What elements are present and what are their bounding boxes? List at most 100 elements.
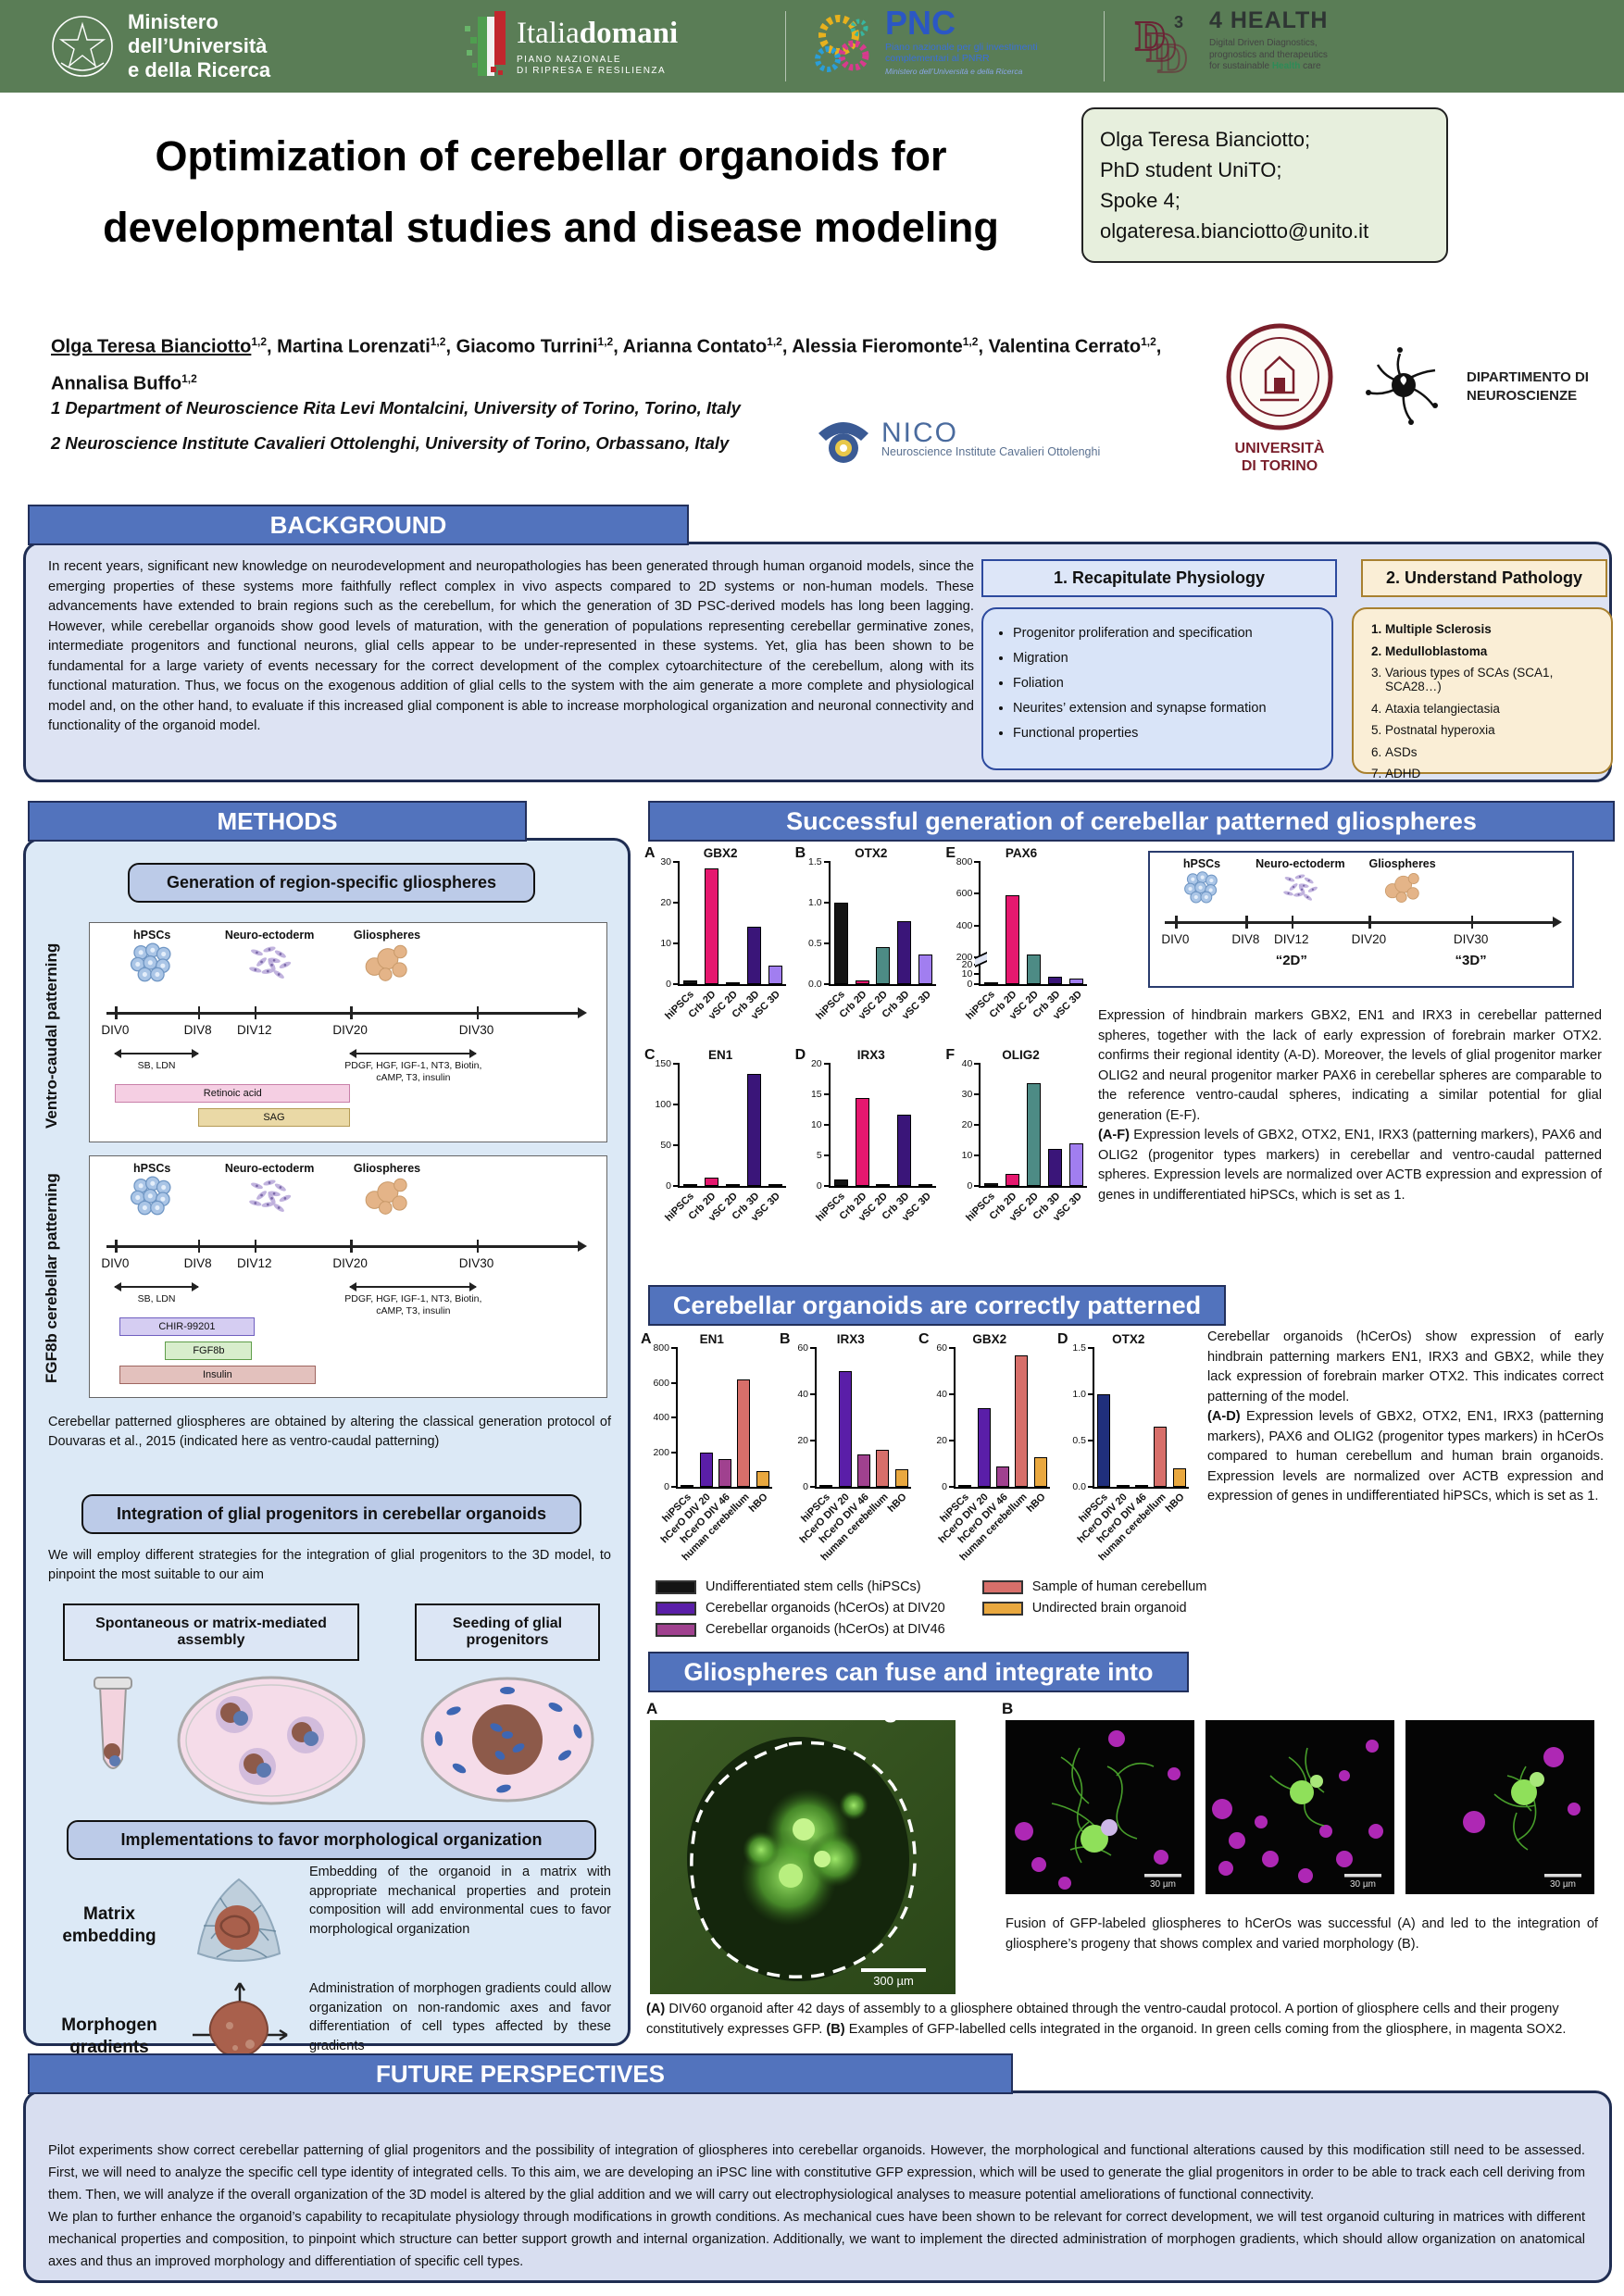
- bar-human cerebellum: [737, 1379, 751, 1487]
- y-tick-label: 800: [956, 856, 973, 867]
- range-arrow: [349, 1282, 478, 1292]
- methods-sub3: Implementations to favor morphological o…: [67, 1820, 596, 1860]
- neuroectoderm-icon: [249, 1179, 292, 1212]
- physiology-item: Progenitor proliferation and specificati…: [1013, 626, 1317, 641]
- chart-title: EN1: [699, 1332, 724, 1346]
- matrix-embedding-text: Embedding of the organoid in a matrix wi…: [309, 1865, 611, 1937]
- chart-legend: Undifferentiated stem cells (hiPSCs) Cere…: [656, 1579, 1206, 1637]
- chart-title: GBX2: [703, 846, 738, 860]
- contact-line: Spoke 4;: [1100, 189, 1181, 212]
- y-tick-label: 0: [803, 1481, 808, 1492]
- bar-Crb 2D: [855, 1097, 869, 1186]
- panel-letter: D: [794, 1047, 806, 1063]
- x-label: human cerebellum: [1096, 1491, 1168, 1564]
- stage-hpsc: hPSCs: [101, 1162, 203, 1220]
- gfp-cell-image-2: 30 µm: [1206, 1720, 1394, 1894]
- chart-title: OTX2: [855, 846, 888, 860]
- authors-line: Olga Teresa Bianciotto1,2, Martina Loren…: [51, 335, 1162, 394]
- pathology-item: Multiple Sclerosis: [1385, 622, 1598, 636]
- y-tick-label: 40: [961, 1058, 973, 1069]
- y-tick-label: 200: [956, 951, 973, 963]
- x-label: vSC 3D: [749, 989, 783, 1022]
- gfp-cell-image-1: 30 µm: [1006, 1720, 1194, 1894]
- bar-hCerO DIV 20: [838, 1371, 852, 1487]
- ministero-text: Ministero dell’Università e della Ricerc…: [128, 10, 271, 81]
- scale-bar-b2-label: 30 µm: [1350, 1879, 1376, 1890]
- dept-neuroscience-logo: DIPARTIMENTO DI NEUROSCIENZE: [1354, 335, 1589, 439]
- y-tick-label: 50: [660, 1140, 671, 1152]
- mini-timeline: hPSCs Neuro-ectoderm Gliospheres DIV0 DIV8 DI…: [1148, 851, 1574, 988]
- bar-hCerO DIV 20: [977, 1408, 991, 1487]
- morphogen-gradients-text: Administration of morphogen gradients co…: [309, 1981, 611, 2053]
- contact-line: PhD student UniTO;: [1100, 158, 1282, 181]
- bar-Crb 2D: [1006, 895, 1020, 984]
- x-label: human cerebellum: [957, 1491, 1030, 1564]
- x-label: vSC 3D: [900, 989, 934, 1022]
- timeline-axis: [1165, 917, 1562, 927]
- bar-chart-OTX2: B OTX2 0.0 0.5 1.0 1.5 hiPSCs Crb 2D vSC 2D Crb 3…: [795, 845, 937, 1038]
- results3-body: A 300 µm B: [639, 1689, 1616, 2050]
- matrix-embedding-label: Matrix embedding: [62, 1904, 156, 1946]
- x-label: vSC 3D: [1051, 989, 1084, 1022]
- scale-bar-b3-label: 30 µm: [1550, 1879, 1576, 1890]
- panel-letter: C: [644, 1047, 656, 1063]
- x-label: human cerebellum: [680, 1491, 752, 1564]
- bar-Crb 2D: [1006, 1173, 1020, 1186]
- pathology-item: ADHD: [1385, 767, 1598, 780]
- nico-text: NICO Neuroscience Institute Cavalieri Ot…: [881, 418, 1101, 458]
- bar-vSC 3D: [918, 955, 933, 984]
- chart-title: IRX3: [856, 1048, 885, 1062]
- morphogen-gradients-icon: [193, 1982, 288, 2083]
- y-tick-label: 100: [655, 1099, 671, 1110]
- panel-letter: D: [1057, 1331, 1068, 1347]
- hpsc-icon: [1184, 871, 1218, 904]
- d34health-subtitle: Digital Driven Diagnostics, prognostics a…: [1209, 38, 1328, 71]
- svg-text:3: 3: [1174, 13, 1183, 31]
- y-tick-label: 0: [666, 979, 671, 990]
- methods-sub2: Integration of glial progenitors in cere…: [81, 1494, 581, 1534]
- stage-neuro: Neuro-ectoderm: [1249, 857, 1351, 908]
- range-label: SB, LDN: [137, 1060, 176, 1071]
- bar-hCerO DIV 46: [1134, 1485, 1148, 1487]
- panel-letter: E: [945, 845, 956, 861]
- div-label: DIV20: [1351, 932, 1387, 946]
- y-tick-label: 150: [655, 1058, 671, 1069]
- svg-text:D: D: [1157, 34, 1188, 81]
- bar-vSC 3D: [1068, 978, 1083, 984]
- bar-Crb 2D: [704, 1178, 718, 1186]
- y-tick-label: 0: [816, 1180, 822, 1192]
- bar-human cerebellum: [1154, 1427, 1168, 1487]
- assembly-illustration: [94, 1676, 366, 1805]
- bar-hiPSCs: [819, 1484, 833, 1487]
- methods-sub1: Generation of region-specific gliosphere…: [128, 863, 535, 903]
- bar-vSC 3D: [768, 966, 782, 984]
- results1-body: A GBX2 0 10 20 30 hiPSCs Crb 2D vSC 2D Crb 3D vSC …: [639, 838, 1616, 1280]
- results3-caption: (A) DIV60 organoid after 42 days of asse…: [646, 2002, 1567, 2037]
- bar-Crb 3D: [746, 1074, 761, 1186]
- y-tick-label: 0: [666, 1180, 671, 1192]
- panel-letter: A: [644, 845, 656, 861]
- unito-seal-icon: [1226, 323, 1333, 430]
- legend-swatch-icon: [981, 1601, 1023, 1616]
- y-tick-label: 20: [810, 1058, 822, 1069]
- y-tick-label: 0: [942, 1481, 947, 1492]
- bar-chart-PAX6: E PAX6 0 10 20 200 400 600 800 hiPSCs Crb 2D vSC 2D…: [945, 845, 1087, 1038]
- header-separator: [785, 11, 786, 81]
- ministero-logo: Ministero dell’Università e della Ricerc…: [48, 9, 270, 83]
- pathology-box: Multiple Sclerosis Medulloblastoma Various…: [1352, 607, 1613, 780]
- future-text: Pilot experiments show correct cerebella…: [48, 2143, 1585, 2269]
- reagent-bar: Insulin: [119, 1366, 316, 1384]
- y-tick-label: 1.0: [1072, 1389, 1086, 1400]
- bar-hCerO DIV 46: [995, 1466, 1009, 1487]
- physiology-box: Progenitor proliferation and specificati…: [981, 607, 1333, 770]
- bar-hCerO DIV 20: [699, 1452, 713, 1487]
- div-sublabel: “3D”: [1455, 953, 1487, 968]
- neuroectoderm-icon: [1283, 874, 1318, 901]
- results3-header: Gliospheres can fuse and integrate into …: [648, 1652, 1189, 1723]
- pathology-item: Various types of SCAs (SCA1, SCA28…): [1385, 666, 1598, 693]
- legend-swatch-icon: [656, 1601, 696, 1616]
- reagent-bar: FGF8b: [165, 1341, 253, 1360]
- bar-hBO: [1172, 1468, 1186, 1487]
- bar-vSC 3D: [1068, 1142, 1083, 1186]
- results2-body: A EN1 0 200 400 600 800 hiPSCs hCerO DIV 20 hCerO…: [639, 1322, 1616, 1648]
